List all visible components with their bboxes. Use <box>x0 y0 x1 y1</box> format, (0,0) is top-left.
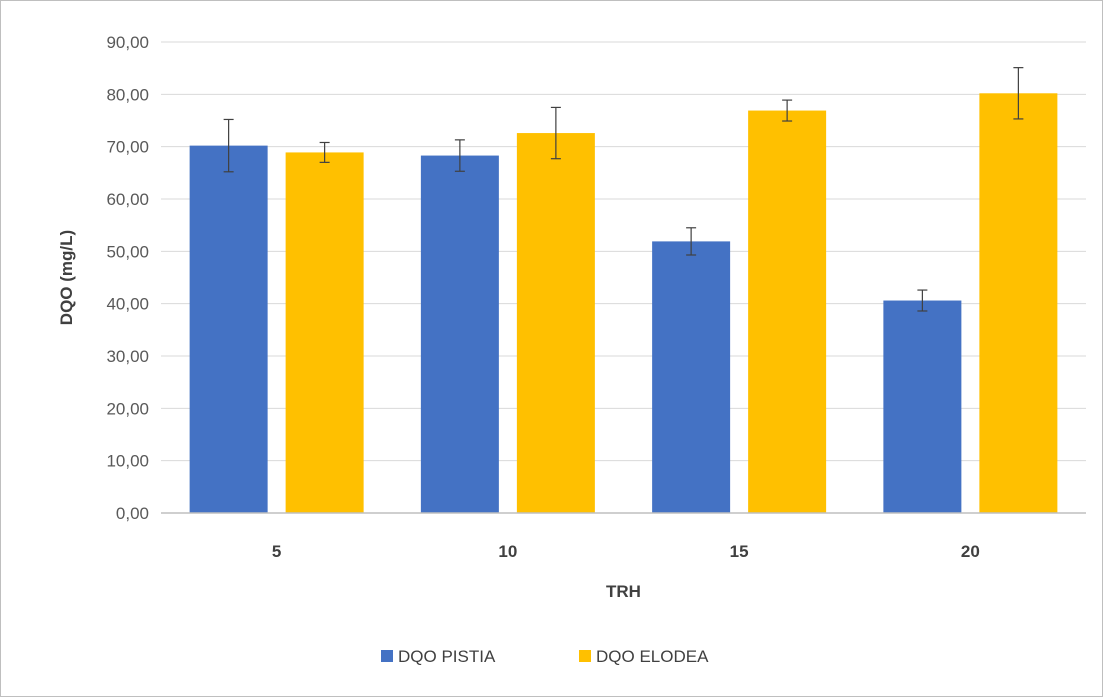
y-tick-label: 90,00 <box>106 33 149 52</box>
legend-label: DQO PISTIA <box>398 647 496 666</box>
x-tick-label: 5 <box>272 542 281 561</box>
bar-dqo-pistia-5 <box>189 145 268 513</box>
y-tick-label: 70,00 <box>106 138 149 157</box>
y-tick-labels: 0,00 10,00 20,00 30,00 40,00 50,00 60,00 70,00 8… <box>106 33 149 523</box>
bar-dqo-elodea-15 <box>748 110 827 513</box>
x-tick-labels: 5 10 15 20 <box>272 542 980 561</box>
legend-swatch <box>381 650 393 662</box>
y-tick-label: 10,00 <box>106 452 149 471</box>
legend-swatch <box>579 650 591 662</box>
y-tick-label: 0,00 <box>116 504 149 523</box>
x-axis-title: TRH <box>606 582 641 601</box>
bars <box>189 93 1058 513</box>
y-tick-label: 30,00 <box>106 347 149 366</box>
bar-dqo-elodea-5 <box>285 152 364 513</box>
y-tick-label: 50,00 <box>106 242 149 261</box>
error-bars <box>223 67 1024 312</box>
x-tick-label: 10 <box>498 542 517 561</box>
legend-label: DQO ELODEA <box>596 647 709 666</box>
bar-dqo-pistia-10 <box>420 155 499 513</box>
y-tick-label: 40,00 <box>106 295 149 314</box>
y-tick-label: 80,00 <box>106 85 149 104</box>
x-tick-label: 20 <box>961 542 980 561</box>
bar-dqo-pistia-15 <box>652 241 731 513</box>
legend: DQO PISTIA DQO ELODEA <box>381 647 709 666</box>
y-axis-title: DQO (mg/L) <box>57 230 76 325</box>
bar-dqo-pistia-20 <box>883 300 962 513</box>
y-tick-label: 20,00 <box>106 399 149 418</box>
bar-dqo-elodea-10 <box>516 133 595 513</box>
bar-dqo-elodea-20 <box>979 93 1058 513</box>
y-tick-label: 60,00 <box>106 190 149 209</box>
x-tick-label: 15 <box>730 542 749 561</box>
